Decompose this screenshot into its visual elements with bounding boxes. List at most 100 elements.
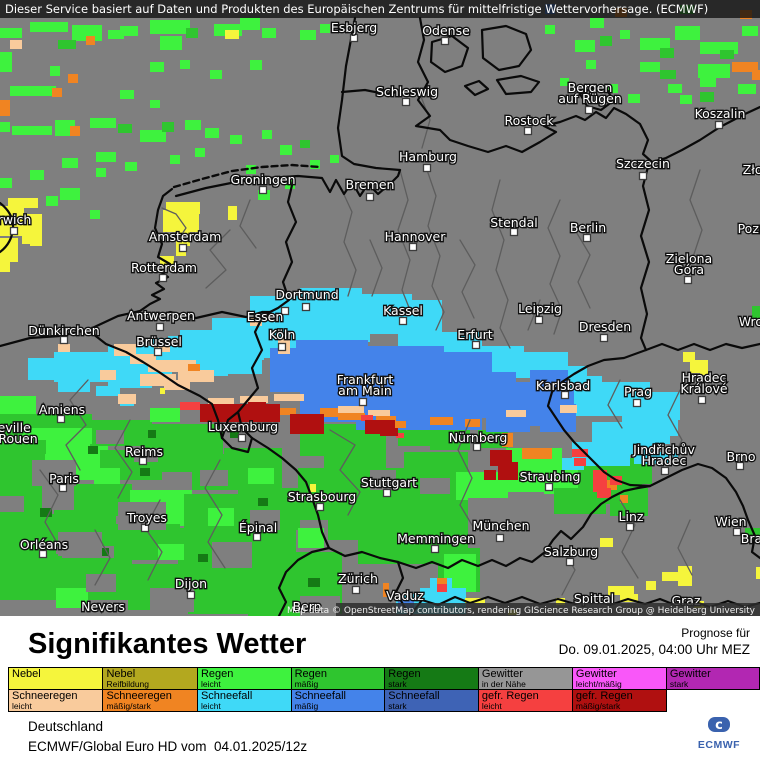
city-label: Hamburg [398,148,458,173]
svg-text:Brno: Brno [726,449,755,464]
weather-patch [628,94,640,103]
city-marker [38,549,48,559]
city-label: Bern [291,598,323,616]
weather-patch [437,584,447,592]
city-marker [534,315,544,325]
svg-text:Luxemburg: Luxemburg [208,419,278,434]
weather-patch [96,152,116,162]
svg-text:Rotterdam: Rotterdam [131,260,197,275]
legend-cell-schneeregen: Schneeregen mäßig/stark [102,689,198,712]
weather-patch [205,128,219,138]
weather-patch [230,430,239,438]
city-label: Berlin [568,219,608,243]
weather-patch [188,364,200,371]
weather-patch [52,88,62,97]
city-marker [495,533,505,543]
legend-cell-intensity: mäßig/stark [106,701,151,711]
svg-text:Essen: Essen [247,309,284,324]
weather-patch [376,416,396,423]
city-marker [398,316,408,326]
weather-patch [280,145,292,155]
weather-patch [285,180,295,189]
city-label: Poznań [736,220,760,238]
weather-patch [46,196,58,206]
page-title: Signifikantes Wetter [28,628,307,660]
banner-text: Dieser Service basiert auf Daten und Pro… [5,2,708,16]
weather-patch [368,410,390,416]
weather-patch [100,370,116,380]
weather-patch [522,448,552,459]
svg-text:Dortmund: Dortmund [275,287,338,302]
city-label: Salzburg [542,543,600,567]
svg-text:Reims: Reims [125,444,163,459]
city-marker [358,397,368,407]
weather-patch [0,514,56,556]
svg-text:Groningen: Groningen [230,172,295,187]
city-label: Nevers [80,598,127,616]
svg-text:Amiens: Amiens [39,402,85,417]
city-label: München [471,517,531,543]
weather-patch [250,60,262,70]
weather-patch [300,596,340,616]
city-marker [280,306,290,316]
city-label: Hannover [383,228,448,252]
city-label: Leipzig [517,300,563,325]
attribution-background [336,603,760,616]
weather-patch [58,380,90,392]
city-label: Straubing [518,468,582,492]
city-marker [56,414,66,424]
weather-patch [68,74,78,83]
city-label: Abbeville [0,419,33,437]
svg-text:Esbjerg: Esbjerg [331,20,377,35]
weather-patch [10,40,22,49]
city-label: Stuttgart [359,474,419,498]
weather-patch [125,162,137,171]
weather-patch [690,360,708,373]
weather-patch [228,206,237,220]
weather-patch [176,232,190,246]
region-label: Deutschland [28,719,104,734]
city-marker [9,226,19,236]
weather-patch [393,421,406,428]
weather-patch [140,468,150,476]
weather-patch [228,352,262,374]
weather-patch [308,578,320,587]
city-marker [582,233,592,243]
svg-text:Bremen: Bremen [346,177,395,192]
legend-cell-title: Nebel [12,668,41,680]
city-label: Vaduz [385,587,426,605]
city-marker [237,433,247,443]
svg-text:Zürich: Zürich [338,571,378,586]
city-marker [735,461,745,471]
weather-patch [0,100,10,116]
city-marker [382,488,392,498]
svg-text:Rouen: Rouen [0,431,38,446]
legend-cell-intensity: leicht [12,701,32,711]
city-marker [277,342,287,352]
city-label: Épinal [237,519,279,542]
city-label: Złotów [741,161,760,179]
weather-patch [12,126,52,135]
weather-patch [300,432,328,456]
svg-text:Bratislava: Bratislava [741,531,760,546]
svg-text:Köln: Köln [269,327,296,342]
ecmwf-logo-text: ECMWF [697,739,741,751]
weather-patch [188,568,254,614]
legend-cell-gewitter: Gewitter leicht/mäßig [571,667,667,690]
city-label: Essen [245,306,290,325]
weather-patch [60,188,80,200]
city-marker [683,275,693,285]
svg-text:Wrocław: Wrocław [739,314,760,329]
city-label: Dresden [577,318,633,343]
weather-patch [274,394,304,401]
svg-text:Memmingen: Memmingen [397,531,475,546]
city-marker [584,105,594,115]
legend-cell-regen: Regen stark [384,667,479,690]
city-marker [59,335,69,345]
weather-patch [756,567,760,579]
weather-patch [610,488,648,516]
city-marker [155,322,165,332]
legend-cell-empty [666,690,759,712]
legend-cell-regen: Regen mäßig [290,667,386,690]
svg-text:Rostock: Rostock [505,113,555,128]
